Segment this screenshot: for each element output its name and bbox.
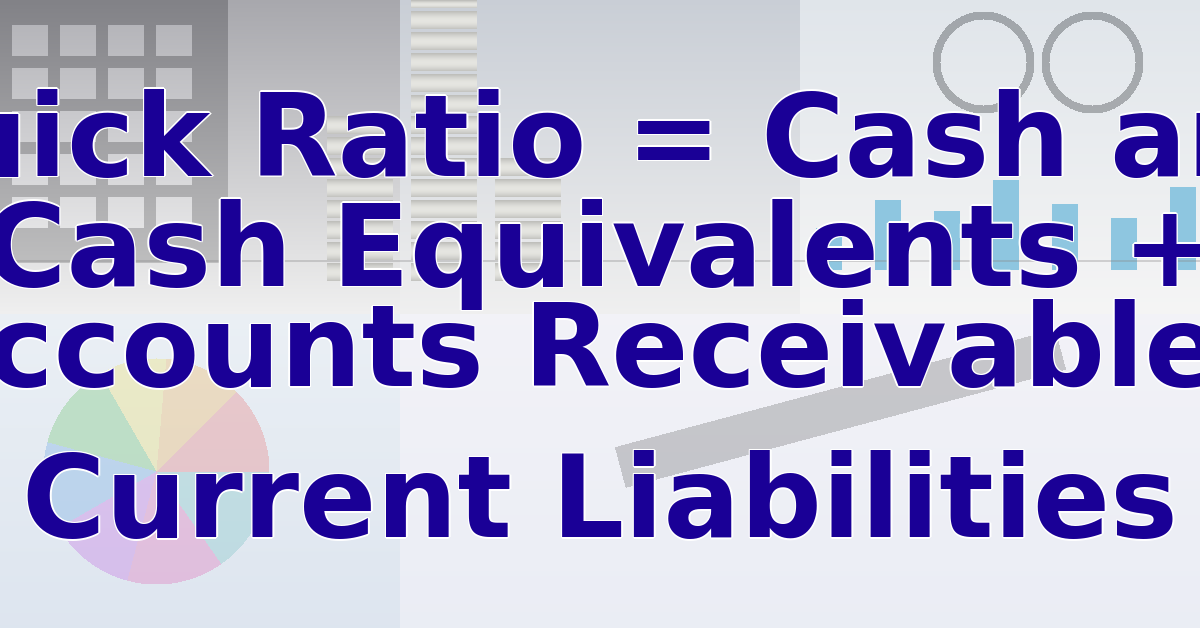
Text: Current Liabilities: Current Liabilities xyxy=(23,451,1178,562)
Text: Accounts Receivable /: Accounts Receivable / xyxy=(0,298,1200,409)
Text: Quick Ratio = Cash and: Quick Ratio = Cash and xyxy=(0,90,1200,201)
Text: Current Liabilities: Current Liabilities xyxy=(22,448,1178,560)
Text: Current Liabilities: Current Liabilities xyxy=(23,449,1178,560)
Text: Cash Equivalents +: Cash Equivalents + xyxy=(0,199,1200,310)
Text: Quick Ratio = Cash and: Quick Ratio = Cash and xyxy=(0,90,1200,202)
Text: Current Liabilities: Current Liabilities xyxy=(22,451,1177,562)
Text: Current Liabilities: Current Liabilities xyxy=(20,450,1176,561)
Text: Cash Equivalents +: Cash Equivalents + xyxy=(0,198,1200,309)
Text: Current Liabilities: Current Liabilities xyxy=(24,450,1180,561)
Text: Cash Equivalents +: Cash Equivalents + xyxy=(0,200,1200,311)
Text: Cash Equivalents +: Cash Equivalents + xyxy=(0,198,1200,309)
Text: Cash Equivalents +: Cash Equivalents + xyxy=(0,199,1200,310)
Text: Cash Equivalents +: Cash Equivalents + xyxy=(0,199,1200,310)
Text: Quick Ratio = Cash and: Quick Ratio = Cash and xyxy=(0,89,1200,200)
Text: Quick Ratio = Cash and: Quick Ratio = Cash and xyxy=(0,88,1200,199)
Text: Current Liabilities: Current Liabilities xyxy=(22,452,1178,563)
Text: Current Liabilities: Current Liabilities xyxy=(22,449,1177,560)
Text: Cash Equivalents +: Cash Equivalents + xyxy=(0,200,1200,311)
Text: Cash Equivalents +: Cash Equivalents + xyxy=(0,197,1200,308)
Text: Accounts Receivable /: Accounts Receivable / xyxy=(0,300,1200,410)
Text: Accounts Receivable /: Accounts Receivable / xyxy=(0,300,1200,411)
Text: Accounts Receivable /: Accounts Receivable / xyxy=(0,298,1200,409)
Text: Accounts Receivable /: Accounts Receivable / xyxy=(0,300,1200,410)
Text: Quick Ratio = Cash and: Quick Ratio = Cash and xyxy=(0,87,1200,198)
Text: Accounts Receivable /: Accounts Receivable / xyxy=(0,300,1200,410)
Text: Accounts Receivable /: Accounts Receivable / xyxy=(0,300,1200,411)
Text: Quick Ratio = Cash and: Quick Ratio = Cash and xyxy=(0,88,1200,199)
Text: Quick Ratio = Cash and: Quick Ratio = Cash and xyxy=(0,90,1200,201)
Text: Quick Ratio = Cash and: Quick Ratio = Cash and xyxy=(0,89,1200,200)
Text: Quick Ratio = Cash and: Quick Ratio = Cash and xyxy=(0,89,1200,200)
Text: Accounts Receivable /: Accounts Receivable / xyxy=(0,301,1200,412)
Text: Cash Equivalents +: Cash Equivalents + xyxy=(0,200,1200,311)
Text: Accounts Receivable /: Accounts Receivable / xyxy=(0,298,1200,409)
Text: Current Liabilities: Current Liabilities xyxy=(22,450,1178,561)
